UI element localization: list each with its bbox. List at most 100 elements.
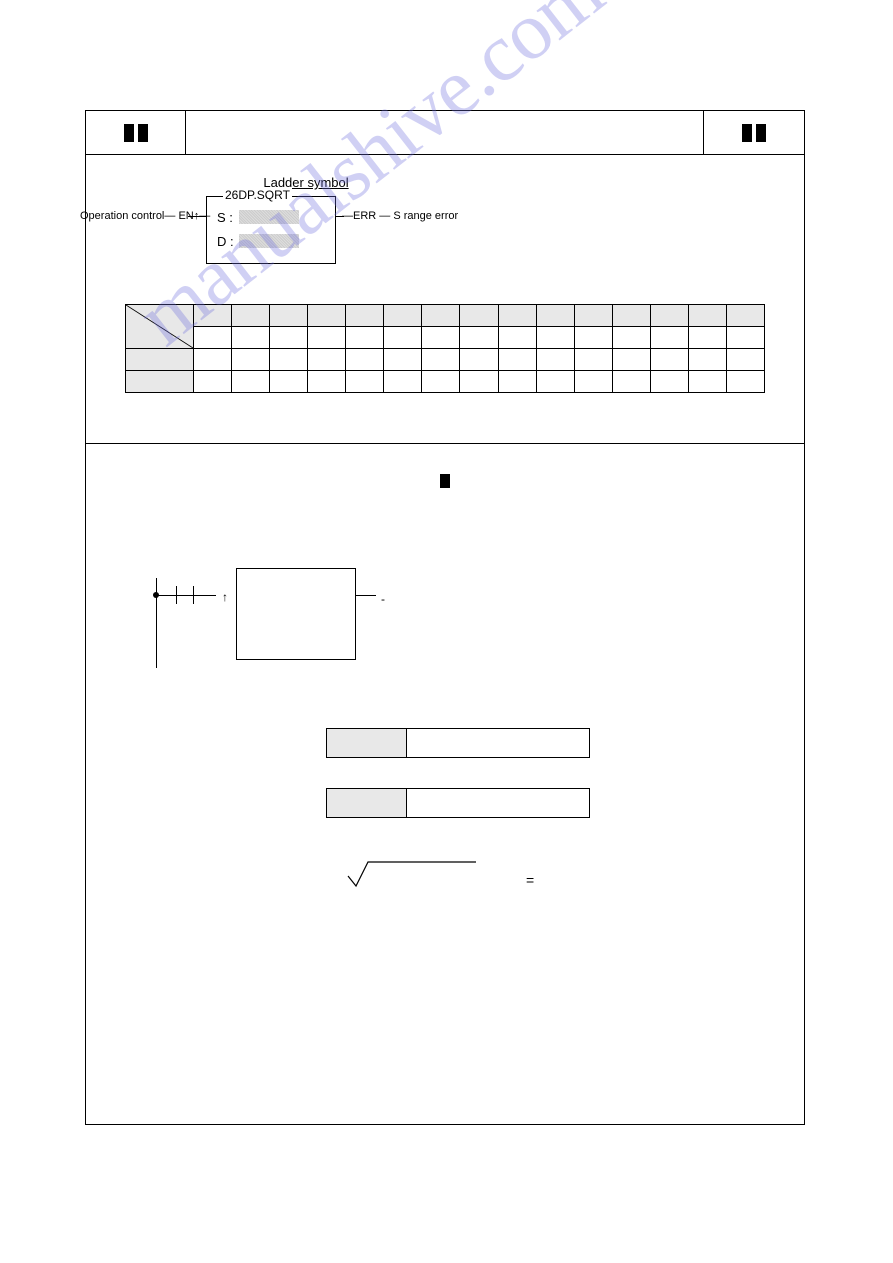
- operand-cell: [308, 371, 346, 393]
- data-box-s-label: [327, 729, 407, 757]
- data-box-s: [326, 728, 590, 758]
- black-square: [138, 124, 148, 142]
- operand-cell: [270, 327, 308, 349]
- d-label: D :: [217, 234, 239, 249]
- data-box-d: [326, 788, 590, 818]
- ladder-row-d: D :: [217, 229, 325, 253]
- operand-cell: [194, 349, 232, 371]
- sqrt-icon: [346, 858, 486, 888]
- operand-diag-cell: [126, 305, 194, 349]
- ladder-section: Ladder symbol Operation control— EN↑— 26…: [86, 155, 804, 443]
- black-square-pair-right: [742, 124, 766, 142]
- ladder-caption: 26DP.SQRT: [223, 188, 292, 202]
- operand-hdr: [422, 305, 460, 327]
- operand-hdr: [650, 305, 688, 327]
- example-ladder-diagram: ↑ -: [136, 568, 774, 688]
- operand-hdr: [574, 305, 612, 327]
- contact-symbol: [176, 586, 194, 604]
- black-square: [124, 124, 134, 142]
- operand-cell: [422, 349, 460, 371]
- data-box-d-label: [327, 789, 407, 817]
- operand-cell: [194, 371, 232, 393]
- operand-cell: [688, 349, 726, 371]
- operand-cell: [346, 349, 384, 371]
- operand-hdr: [384, 305, 422, 327]
- operand-cell: [612, 371, 650, 393]
- instr-dash: -: [381, 592, 385, 606]
- operand-cell: [574, 349, 612, 371]
- operand-cell: [536, 349, 574, 371]
- operand-cell: [574, 371, 612, 393]
- d-input-field[interactable]: [239, 234, 299, 248]
- operand-hdr: [460, 305, 498, 327]
- instr-right-line: [356, 595, 376, 596]
- operand-hdr: [346, 305, 384, 327]
- operand-cell: [650, 327, 688, 349]
- operand-cell: [498, 327, 536, 349]
- operand-cell: [270, 371, 308, 393]
- operand-cell: [498, 371, 536, 393]
- s-input-field[interactable]: [239, 210, 299, 224]
- up-arrow-icon: ↑: [222, 590, 228, 604]
- operand-cell: [270, 349, 308, 371]
- ladder-box-wrap: Operation control— EN↑— 26DP.SQRT S : D …: [206, 196, 804, 264]
- operand-cell: [612, 327, 650, 349]
- operand-cell: [612, 349, 650, 371]
- operand-cell: [726, 349, 764, 371]
- operand-hdr: [536, 305, 574, 327]
- header-cell-middle: [186, 111, 704, 154]
- operand-hdr: [194, 305, 232, 327]
- operand-cell: [460, 349, 498, 371]
- operand-cell: [384, 327, 422, 349]
- operand-row-hdr: [126, 349, 194, 371]
- operand-cell: [688, 371, 726, 393]
- instruction-box: [236, 568, 356, 660]
- err-label-text: ERR — S range error: [353, 210, 458, 222]
- data-row-d: [326, 788, 774, 818]
- black-square-pair-left: [124, 124, 148, 142]
- operand-hdr: [232, 305, 270, 327]
- err-label: —ERR — S range error: [342, 210, 458, 222]
- operand-cell: [346, 327, 384, 349]
- operand-cell: [498, 349, 536, 371]
- operand-cell: [308, 327, 346, 349]
- operand-table: [125, 304, 765, 393]
- operand-cell: [232, 371, 270, 393]
- operand-hdr: [498, 305, 536, 327]
- center-black-square: [440, 474, 450, 488]
- operand-cell: [422, 371, 460, 393]
- operand-cell: [422, 327, 460, 349]
- body-section: ↑ - =: [86, 444, 804, 1124]
- left-anno-text: Operation control: [80, 210, 164, 222]
- header-cell-left: [86, 111, 186, 154]
- page-frame: Ladder symbol Operation control— EN↑— 26…: [85, 110, 805, 1125]
- operand-cell: [650, 371, 688, 393]
- operand-cell: [194, 327, 232, 349]
- s-label: S :: [217, 210, 239, 225]
- sqrt-expression: =: [346, 858, 774, 898]
- operand-cell: [460, 371, 498, 393]
- operand-hdr: [308, 305, 346, 327]
- operand-hdr: [612, 305, 650, 327]
- operand-hdr: [726, 305, 764, 327]
- operand-cell: [384, 349, 422, 371]
- operand-cell: [308, 349, 346, 371]
- operand-cell: [650, 349, 688, 371]
- equals-sign: =: [526, 872, 534, 888]
- operand-cell: [232, 349, 270, 371]
- black-square: [742, 124, 752, 142]
- ladder-row-s: S :: [217, 205, 325, 229]
- operand-hdr: [270, 305, 308, 327]
- operand-cell: [384, 371, 422, 393]
- operand-cell: [232, 327, 270, 349]
- en-connector-line: [188, 216, 206, 217]
- bullet-block: [116, 474, 774, 488]
- operand-row-hdr: [126, 371, 194, 393]
- header-row: [86, 111, 804, 155]
- header-cell-right: [704, 111, 804, 154]
- operand-cell: [536, 327, 574, 349]
- operand-cell: [726, 327, 764, 349]
- operand-hdr: [688, 305, 726, 327]
- operand-cell: [726, 371, 764, 393]
- operand-cell: [460, 327, 498, 349]
